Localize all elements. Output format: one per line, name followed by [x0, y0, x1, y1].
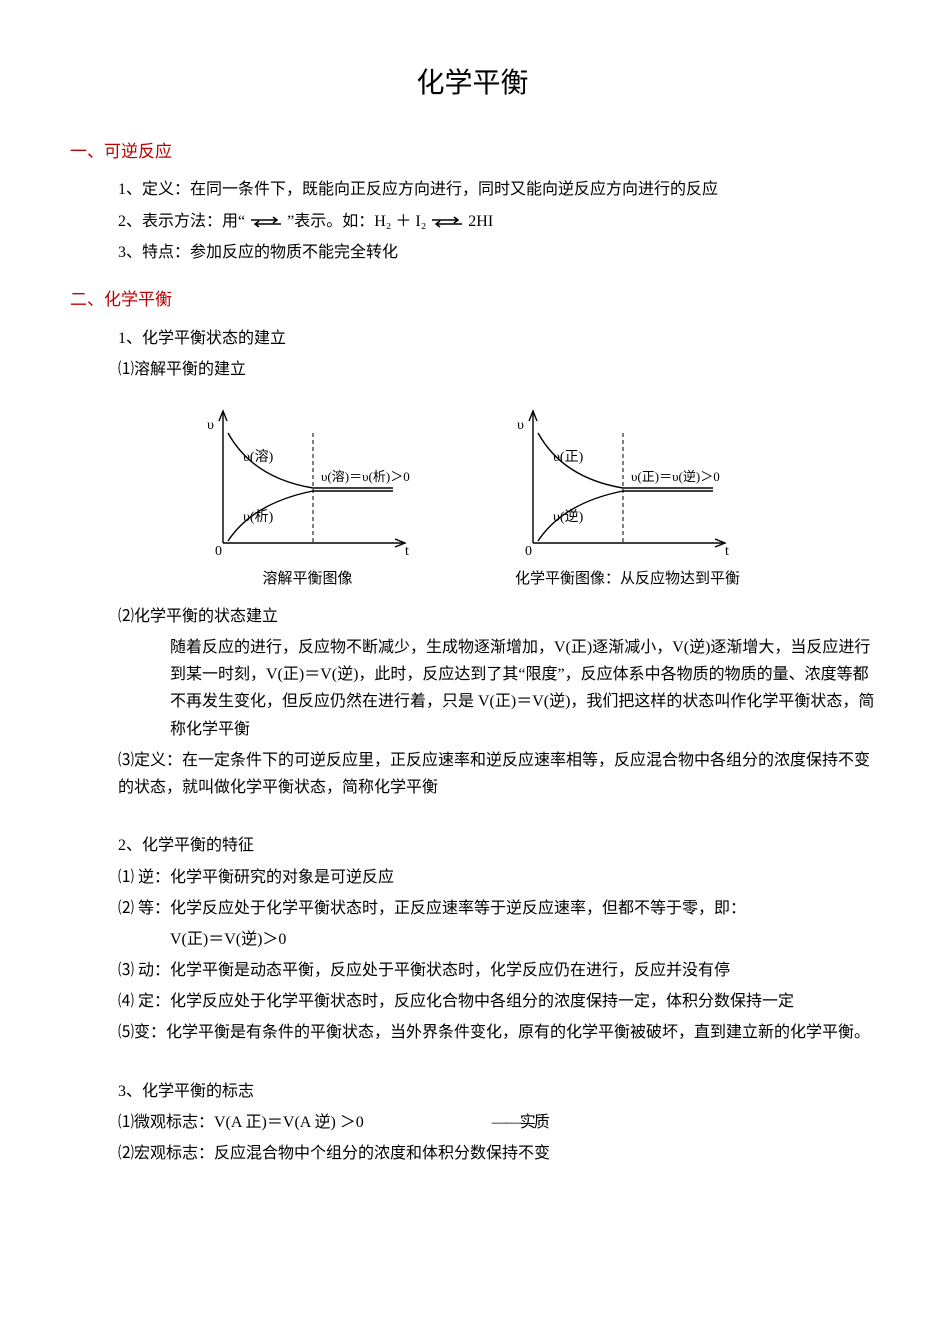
diagram-left-lower-label: υ(析) [243, 509, 274, 525]
diagram-right-upper-label: υ(正) [553, 450, 584, 465]
diagram-right-xaxis-label: t [725, 544, 729, 559]
equilibrium-arrow-icon [249, 216, 283, 228]
s2-g2-i4: ⑷ 定：化学反应处于化学平衡状态时，反应化合物中各组分的浓度保持一定，体积分数保… [118, 988, 875, 1015]
s1-item2-text-b: ”表示。如：H₂ ＋ I₂ [287, 213, 426, 230]
s2-g3-i2: ⑵宏观标志：反应混合物中个组分的浓度和体积分数保持不变 [118, 1140, 875, 1167]
s2-g1-s3-body: 在一定条件下的可逆反应里，正反应速率和逆反应速率相等，反应混合物中各组分的浓度保… [118, 752, 870, 796]
diagram-left: υ t 0 υ(溶) υ(析) υ(溶)＝υ(析)＞0 [193, 403, 423, 563]
s1-item2-label: 2、表示方法： [118, 213, 222, 230]
diagram-left-eq-label: υ(溶)＝υ(析)＞0 [321, 469, 410, 484]
section2-heading: 二、化学平衡 [70, 286, 875, 315]
s1-item3: 3、特点：参加反应的物质不能完全转化 [118, 239, 875, 266]
s2-g3-head: 3、化学平衡的标志 [118, 1078, 875, 1105]
page-title: 化学平衡 [70, 60, 875, 108]
s2-g1-s1: ⑴溶解平衡的建立 [118, 356, 875, 383]
diagram-left-origin-label: 0 [215, 544, 222, 559]
s2-g2-head: 2、化学平衡的特征 [118, 832, 875, 859]
diagram-left-block: υ t 0 υ(溶) υ(析) υ(溶)＝υ(析)＞0 溶解平衡图像 [193, 403, 423, 593]
equilibrium-arrow-icon [430, 216, 464, 228]
diagram-right-eq-label: υ(正)＝υ(逆)＞0 [631, 469, 720, 484]
s1-item3-text: 参加反应的物质不能完全转化 [190, 244, 398, 261]
s2-g2-i2: ⑵ 等：化学反应处于化学平衡状态时，正反应速率等于逆反应速率，但都不等于零，即： [118, 895, 875, 922]
s2-g2-i3: ⑶ 动：化学平衡是动态平衡，反应处于平衡状态时，化学反应仍在进行，反应并没有停 [118, 957, 875, 984]
s2-g1-head: 1、化学平衡状态的建立 [118, 325, 875, 352]
diagram-right-origin-label: 0 [525, 544, 532, 559]
s2-g1-s2-body: 随着反应的进行，反应物不断减少，生成物逐渐增加，V(正)逐渐减小，V(逆)逐渐增… [170, 634, 875, 743]
section1-heading: 一、可逆反应 [70, 138, 875, 167]
diagram-left-caption: 溶解平衡图像 [262, 567, 352, 593]
s1-item1-label: 1、定义： [118, 181, 190, 198]
s2-g2-i5: ⑸变：化学平衡是有条件的平衡状态，当外界条件变化，原有的化学平衡被破坏，直到建立… [118, 1019, 875, 1046]
s2-g2-i2b: V(正)＝V(逆)＞0 [170, 926, 875, 953]
diagram-right-lower-label: υ(逆) [553, 509, 584, 525]
diagram-right: υ t 0 υ(正) υ(逆) υ(正)＝υ(逆)＞0 [503, 403, 753, 563]
s1-item1: 1、定义：在同一条件下，既能向正反应方向进行，同时又能向逆反应方向进行的反应 [118, 176, 875, 203]
diagram-right-block: υ t 0 υ(正) υ(逆) υ(正)＝υ(逆)＞0 化学平衡图像：从反应物达… [503, 403, 753, 593]
s2-g1-s2: ⑵化学平衡的状态建立 [118, 603, 875, 630]
s2-g1-s3-label: ⑶定义： [118, 752, 182, 769]
diagrams-row: υ t 0 υ(溶) υ(析) υ(溶)＝υ(析)＞0 溶解平衡图像 υ t 0 [70, 403, 875, 593]
s2-g3-i1a: ⑴微观标志：V(A 正)＝V(A 逆) ＞0 [118, 1114, 364, 1131]
s1-item1-text: 在同一条件下，既能向正反应方向进行，同时又能向逆反应方向进行的反应 [190, 181, 718, 198]
diagram-left-yaxis-label: υ [207, 418, 214, 433]
s1-item2: 2、表示方法：用“ ”表示。如：H₂ ＋ I₂ 2HI [118, 208, 875, 235]
s2-g3-i1b: ——实质 [492, 1114, 548, 1131]
s2-g2-i1: ⑴ 逆：化学平衡研究的对象是可逆反应 [118, 864, 875, 891]
s2-g3-i1: ⑴微观标志：V(A 正)＝V(A 逆) ＞0 ——实质 [118, 1109, 875, 1136]
diagram-left-upper-label: υ(溶) [243, 449, 274, 465]
diagram-left-xaxis-label: t [405, 544, 409, 559]
diagram-right-yaxis-label: υ [517, 418, 524, 433]
diagram-right-caption: 化学平衡图像：从反应物达到平衡 [515, 567, 740, 593]
s1-item3-label: 3、特点： [118, 244, 190, 261]
s1-item2-text-c: 2HI [468, 213, 493, 230]
s2-g1-s3: ⑶定义：在一定条件下的可逆反应里，正反应速率和逆反应速率相等，反应混合物中各组分… [118, 747, 875, 801]
s1-item2-text-a: 用“ [222, 213, 245, 230]
